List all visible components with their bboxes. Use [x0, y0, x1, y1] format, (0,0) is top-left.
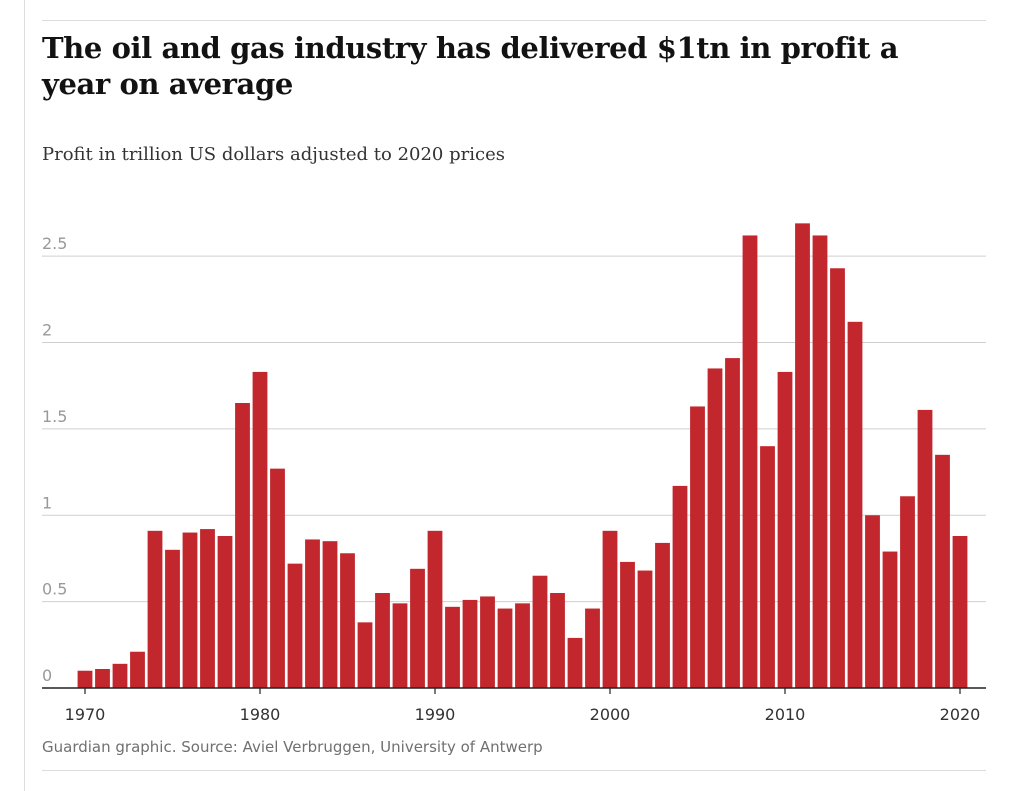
bar-1996	[532, 575, 548, 688]
bar-1979	[235, 403, 250, 688]
tick-labels: 0 0.5 1 1.5 2 2.5 1970 1980 1990 2000 2010 2020	[42, 234, 980, 724]
x-tick-label: 1990	[415, 705, 456, 724]
bar-1972	[112, 663, 128, 688]
x-tick-label: 1970	[65, 705, 106, 724]
y-tick-label: 0.5	[42, 580, 67, 599]
bar-2017	[900, 496, 915, 688]
x-tick-label: 2000	[590, 705, 631, 724]
bar-1970	[77, 670, 93, 688]
bar-2010	[777, 371, 793, 688]
bar-1984	[322, 541, 338, 688]
bar-1981	[270, 468, 285, 688]
bar-1998	[567, 637, 583, 688]
grid-lines	[42, 255, 986, 603]
bar-2012	[812, 235, 828, 688]
bar-1971	[95, 669, 110, 688]
bar-2015	[865, 515, 880, 688]
y-tick-label: 0	[42, 666, 52, 685]
bar-2014	[847, 321, 863, 688]
bar-2009	[760, 446, 775, 688]
bar-2013	[830, 268, 845, 688]
bar-2011	[795, 223, 810, 689]
bar-1992	[462, 599, 478, 688]
top-divider	[42, 20, 986, 21]
bottom-divider	[42, 770, 986, 771]
bar-2016	[882, 551, 898, 688]
bars	[77, 223, 968, 689]
x-tick-label: 2010	[765, 705, 806, 724]
bar-1997	[550, 593, 565, 688]
y-tick-label: 1.5	[42, 407, 67, 426]
bar-2002	[637, 570, 653, 688]
source-credit: Guardian graphic. Source: Aviel Verbrugg…	[42, 738, 543, 756]
bar-2000	[602, 530, 618, 688]
bar-2008	[742, 235, 758, 688]
bar-2001	[620, 561, 635, 688]
bar-1995	[515, 603, 530, 688]
x-tick-label: 1980	[240, 705, 281, 724]
bar-1986	[357, 622, 373, 688]
bar-2005	[690, 406, 705, 688]
bar-1976	[182, 532, 198, 688]
bar-1991	[445, 606, 460, 688]
bar-1980	[252, 371, 268, 688]
bar-1975	[165, 549, 180, 688]
bar-2007	[725, 358, 740, 688]
bar-1994	[497, 608, 513, 688]
bar-1990	[427, 530, 443, 688]
bar-1999	[585, 608, 600, 688]
y-tick-label: 2	[42, 321, 52, 340]
y-tick-label: 2.5	[42, 234, 67, 253]
bar-1983	[305, 539, 320, 688]
x-axis	[42, 687, 986, 694]
chart-title: The oil and gas industry has delivered $…	[42, 31, 899, 101]
bar-1993	[480, 596, 495, 688]
bar-1989	[410, 568, 425, 688]
left-border	[24, 0, 25, 791]
bar-1977	[200, 529, 215, 688]
bar-2006	[707, 368, 723, 688]
bar-1974	[147, 530, 163, 688]
bar-1985	[340, 553, 355, 688]
bar-1978	[217, 536, 233, 688]
bar-2018	[917, 409, 933, 688]
bar-1987	[375, 593, 390, 688]
bar-2020	[952, 536, 968, 688]
chart-subtitle: Profit in trillion US dollars adjusted t…	[42, 144, 505, 165]
bar-2003	[655, 542, 670, 688]
bar-2004	[672, 485, 688, 688]
x-tick-label: 2020	[940, 705, 981, 724]
bar-2019	[935, 454, 950, 688]
bar-1973	[130, 651, 145, 688]
bar-1988	[392, 603, 408, 688]
bar-1982	[287, 563, 303, 688]
y-tick-label: 1	[42, 493, 52, 512]
